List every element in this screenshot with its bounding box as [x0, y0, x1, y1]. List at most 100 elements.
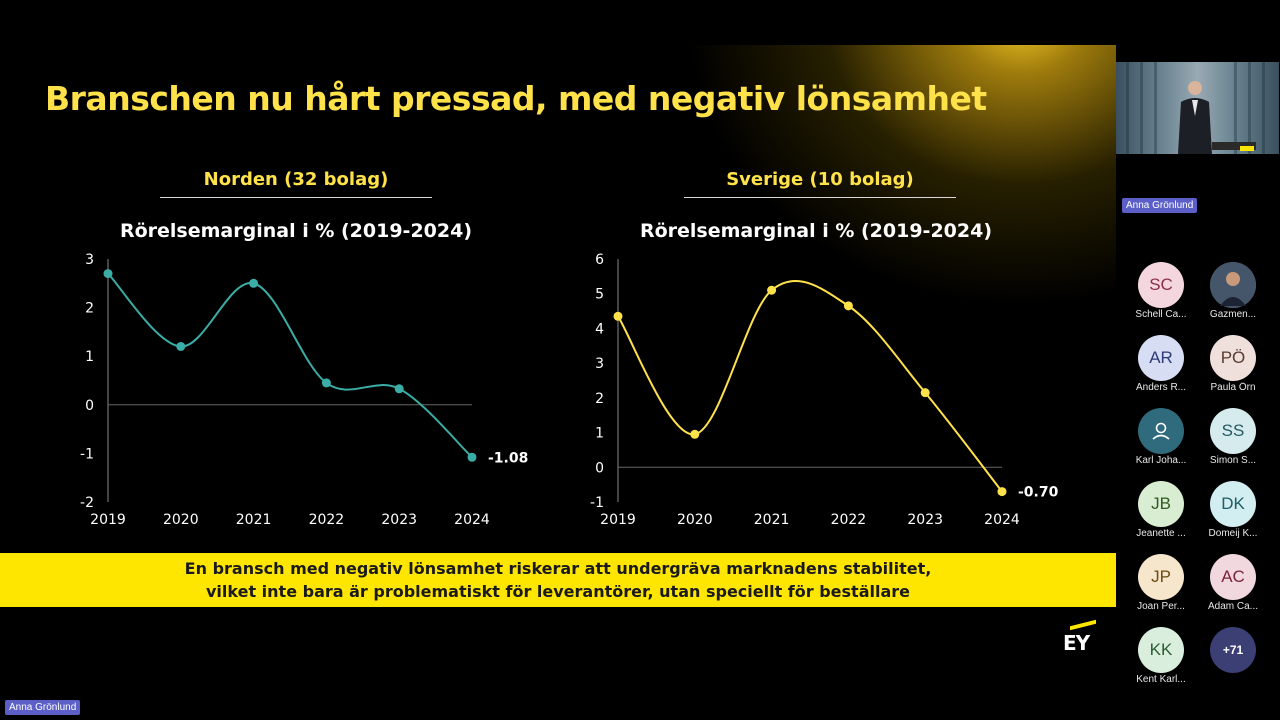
ey-logo-bar — [1070, 619, 1096, 631]
banner-line-2: vilket inte bara är problematiskt för le… — [205, 582, 910, 601]
participant-name: Anders R... — [1135, 382, 1187, 393]
data-point — [920, 388, 930, 398]
x-tick-label: 2024 — [984, 512, 1020, 528]
slide-title: Branschen nu hårt pressad, med negativ l… — [45, 79, 987, 118]
curtain-fold — [1262, 62, 1265, 154]
end-value-label: -1.08 — [488, 450, 528, 466]
participant-name: Paula Örn — [1210, 382, 1256, 393]
data-point — [103, 269, 113, 279]
participant-name: Schell Ca... — [1135, 309, 1187, 320]
participant-photo — [1210, 262, 1256, 308]
participant-tile[interactable]: AC Adam Ca... — [1199, 554, 1267, 612]
x-tick-label: 2023 — [381, 512, 417, 528]
participant-name: Jeanette ... — [1136, 528, 1186, 539]
participant-tile[interactable]: Gazmen... — [1199, 262, 1267, 320]
participant-tile[interactable]: Karl Joha... — [1127, 408, 1195, 466]
y-tick-label: 4 — [595, 321, 604, 337]
participant-name: Kent Karl... — [1136, 674, 1186, 685]
x-tick-label: 2021 — [236, 512, 272, 528]
panel-divider — [160, 197, 432, 198]
series-line — [107, 272, 473, 459]
participant-avatar: SS — [1210, 408, 1256, 454]
more-participants-button[interactable]: +71 — [1199, 627, 1267, 673]
y-tick-label: 1 — [595, 426, 604, 442]
y-tick-label: -1 — [80, 446, 94, 462]
ey-logo-text: EY — [1063, 631, 1090, 655]
data-point — [394, 384, 404, 394]
more-participants-count: +71 — [1210, 627, 1256, 673]
x-tick-label: 2020 — [677, 512, 713, 528]
participant-avatar: JB — [1138, 481, 1184, 527]
x-tick-label: 2021 — [754, 512, 790, 528]
x-tick-label: 2019 — [90, 512, 126, 528]
participant-name: Gazmen... — [1209, 309, 1257, 320]
participant-tile[interactable]: DK Domeij K... — [1199, 481, 1267, 539]
panel-heading-norden: Norden (32 bolag) — [203, 169, 389, 190]
chart-title-norden: Rörelsemarginal i % (2019-2024) — [119, 220, 473, 242]
participant-avatar: PÖ — [1210, 335, 1256, 381]
data-point — [321, 378, 331, 388]
presenter-video-tile[interactable] — [1116, 62, 1279, 154]
podium-logo — [1240, 146, 1254, 151]
y-tick-label: 0 — [595, 460, 604, 476]
participant-tile[interactable]: JB Jeanette ... — [1127, 481, 1195, 539]
banner-line-1: En bransch med negativ lönsamhet riskera… — [184, 559, 932, 578]
y-tick-label: 1 — [85, 349, 94, 365]
x-tick-label: 2024 — [454, 512, 490, 528]
participant-name: Karl Joha... — [1135, 455, 1187, 466]
end-value-label: -0.70 — [1018, 485, 1059, 501]
chart-title-sverige: Rörelsemarginal i % (2019-2024) — [639, 220, 993, 242]
x-tick-label: 2020 — [163, 512, 199, 528]
x-tick-label: 2022 — [831, 512, 867, 528]
participant-avatar: JP — [1138, 554, 1184, 600]
curtain-fold — [1248, 62, 1251, 154]
x-tick-label: 2019 — [600, 512, 636, 528]
presenter-figure — [1178, 81, 1212, 154]
curtain-fold — [1234, 62, 1237, 154]
presentation-slide: Branschen nu hårt pressad, med negativ l… — [0, 45, 1116, 665]
y-tick-label: -1 — [590, 495, 604, 511]
y-tick-label: 0 — [85, 398, 94, 414]
speaker-name-tag: Anna Grönlund — [5, 700, 81, 715]
presenter-name-tag: Anna Grönlund — [1122, 198, 1198, 213]
data-point — [767, 285, 777, 295]
participant-avatar: DK — [1210, 481, 1256, 527]
participant-name: Joan Per... — [1137, 601, 1185, 612]
person-icon — [1138, 408, 1184, 454]
participant-avatar: KK — [1138, 627, 1184, 673]
participant-name: Domeij K... — [1208, 528, 1258, 539]
participant-tile[interactable]: SC Schell Ca... — [1127, 262, 1195, 320]
y-tick-label: -2 — [80, 495, 94, 511]
participant-name: Simon S... — [1209, 455, 1257, 466]
data-point — [249, 278, 259, 288]
podium-desk — [1212, 142, 1256, 150]
curtain-fold — [1126, 62, 1129, 154]
data-point — [843, 301, 853, 311]
participant-avatar: SC — [1138, 262, 1184, 308]
x-tick-label: 2022 — [309, 512, 345, 528]
y-tick-label: 2 — [595, 391, 604, 407]
panel-heading-sverige: Sverige (10 bolag) — [726, 169, 914, 190]
participant-name: Adam Ca... — [1207, 601, 1259, 612]
curtain-fold — [1140, 62, 1143, 154]
participant-tile[interactable]: AR Anders R... — [1127, 335, 1195, 393]
y-tick-label: 5 — [595, 287, 604, 303]
y-tick-label: 2 — [85, 301, 94, 317]
y-tick-label: 3 — [85, 252, 94, 268]
y-tick-label: 6 — [595, 252, 604, 268]
data-point — [690, 429, 700, 439]
curtain-fold — [1154, 62, 1157, 154]
participant-tile[interactable]: SS Simon S... — [1199, 408, 1267, 466]
panel-divider — [684, 197, 956, 198]
key-message-banner: En bransch med negativ lönsamhet riskera… — [0, 553, 1116, 607]
participant-tile[interactable]: JP Joan Per... — [1127, 554, 1195, 612]
series-line — [617, 279, 1003, 493]
data-point — [467, 452, 477, 462]
participant-tile[interactable]: KK Kent Karl... — [1127, 627, 1195, 685]
y-tick-label: 3 — [595, 356, 604, 372]
participant-tile[interactable]: PÖ Paula Örn — [1199, 335, 1267, 393]
participant-avatar: AC — [1210, 554, 1256, 600]
data-point — [613, 311, 623, 321]
